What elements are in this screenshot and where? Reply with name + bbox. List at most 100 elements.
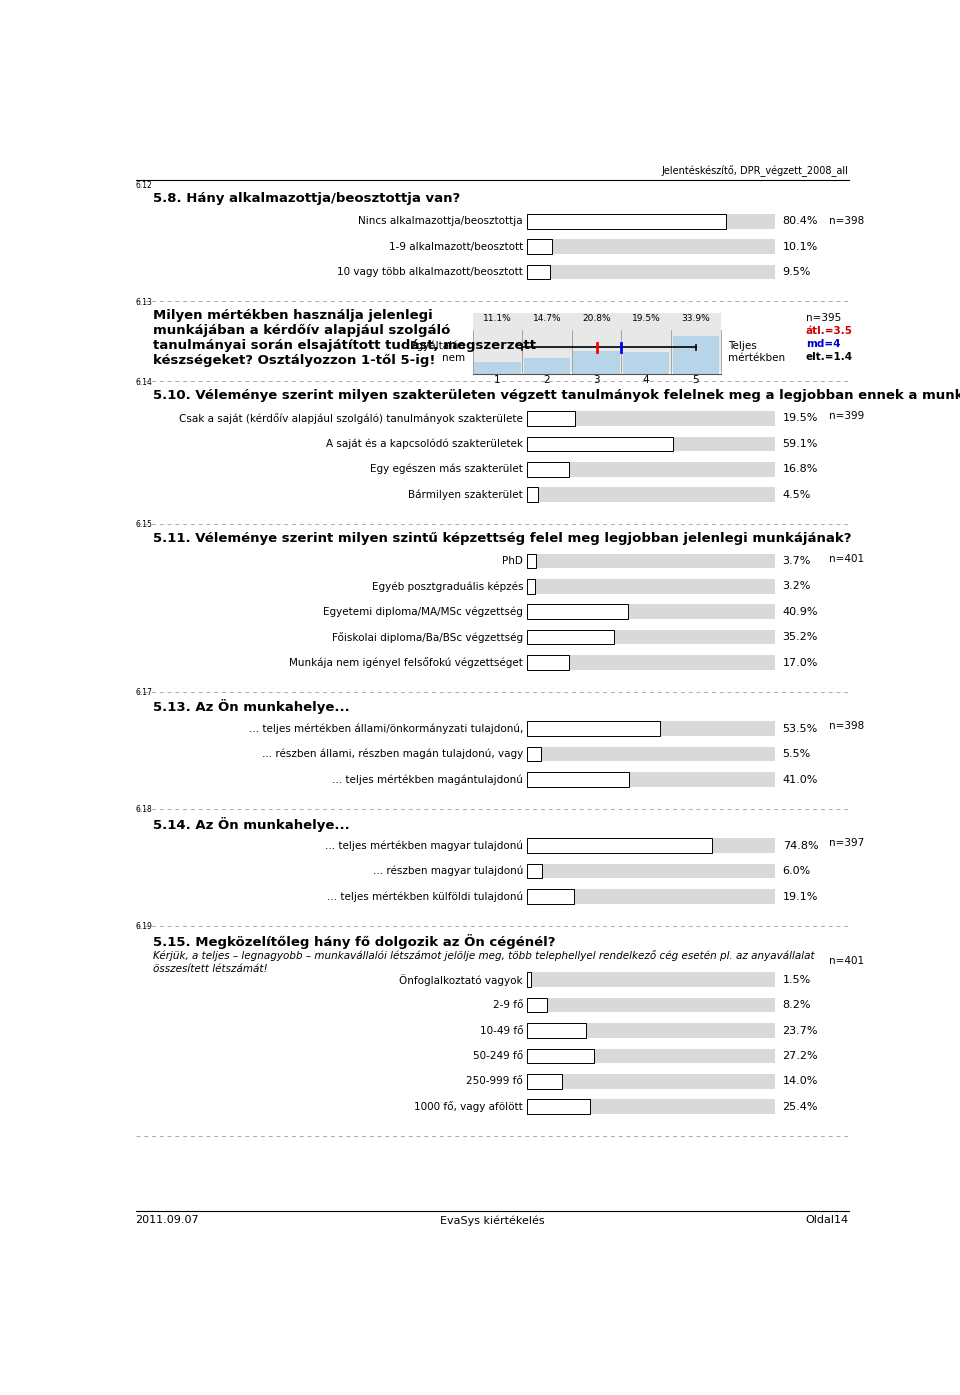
Text: 10-49 fő: 10-49 fő: [479, 1025, 523, 1035]
Text: 6.14: 6.14: [135, 378, 153, 386]
Text: 10.1%: 10.1%: [782, 241, 818, 251]
Text: 8.2%: 8.2%: [782, 1000, 811, 1010]
Text: n=398: n=398: [829, 721, 864, 731]
Text: 10 vagy több alkalmazott/beosztott: 10 vagy több alkalmazott/beosztott: [337, 266, 523, 278]
Text: ... teljes mértékben külföldi tulajdonú: ... teljes mértékben külföldi tulajdonú: [326, 891, 523, 901]
Bar: [527, 773, 775, 787]
Text: 40.9%: 40.9%: [782, 607, 818, 617]
Bar: [527, 1049, 594, 1063]
Text: 250-999 fő: 250-999 fő: [467, 1077, 523, 1087]
Text: készségeket? Osztályozzon 1-től 5-ig!: készségeket? Osztályozzon 1-től 5-ig!: [153, 354, 435, 367]
Text: 59.1%: 59.1%: [782, 439, 818, 449]
Bar: [527, 656, 775, 670]
Text: 74.8%: 74.8%: [782, 841, 818, 851]
Text: 5: 5: [692, 374, 699, 385]
Bar: [527, 487, 538, 502]
Text: 5.13. Az Ön munkahelye...: 5.13. Az Ön munkahelye...: [153, 699, 349, 714]
Text: Munkája nem igényel felsőfokú végzettséget: Munkája nem igényel felsőfokú végzettség…: [289, 657, 523, 668]
Text: A saját és a kapcsolódó szakterületek: A saját és a kapcsolódó szakterületek: [326, 438, 523, 449]
Text: 14.7%: 14.7%: [533, 314, 562, 324]
Bar: [527, 462, 775, 477]
Text: összesített létszámát!: összesített létszámát!: [153, 964, 267, 974]
Bar: [527, 213, 727, 229]
Bar: [527, 579, 775, 594]
Bar: [527, 462, 568, 477]
Text: 16.8%: 16.8%: [782, 465, 818, 474]
Bar: [527, 487, 775, 502]
Text: 6.17: 6.17: [135, 688, 153, 698]
Text: Milyen mértékben használja jelenlegi: Milyen mértékben használja jelenlegi: [153, 310, 432, 322]
Text: n=395: n=395: [805, 312, 841, 322]
Bar: [527, 1049, 775, 1063]
Text: Egyetemi diploma/MA/MSc végzettség: Egyetemi diploma/MA/MSc végzettség: [324, 607, 523, 617]
Text: 19.1%: 19.1%: [782, 891, 818, 901]
Text: 5.15. Megközelítőleg hány fő dolgozik az Ön cégénél?: 5.15. Megközelítőleg hány fő dolgozik az…: [153, 933, 555, 949]
Text: ... részben magyar tulajdonú: ... részben magyar tulajdonú: [372, 866, 523, 876]
Text: Bármilyen szakterület: Bármilyen szakterület: [408, 490, 523, 499]
Bar: [527, 746, 540, 762]
Text: 5.5%: 5.5%: [782, 749, 811, 759]
Text: Nincs alkalmazottja/beosztottja: Nincs alkalmazottja/beosztottja: [358, 216, 523, 226]
Bar: [573, 352, 620, 374]
Bar: [527, 554, 536, 568]
Text: Egyéb posztgraduális képzés: Egyéb posztgraduális képzés: [372, 582, 523, 591]
Text: Egy egészen más szakterület: Egy egészen más szakterület: [371, 465, 523, 474]
Text: 6.0%: 6.0%: [782, 866, 811, 876]
Text: 19.5%: 19.5%: [782, 413, 818, 424]
Bar: [527, 746, 775, 762]
Text: n=397: n=397: [829, 838, 864, 848]
Text: 9.5%: 9.5%: [782, 266, 811, 278]
Bar: [524, 357, 570, 374]
Text: 2-9 fő: 2-9 fő: [492, 1000, 523, 1010]
Text: 3.2%: 3.2%: [782, 582, 811, 591]
Bar: [527, 1074, 775, 1088]
Text: 3: 3: [593, 374, 600, 385]
Text: Jelentéskészítő, DPR_végzett_2008_all: Jelentéskészítő, DPR_végzett_2008_all: [661, 166, 849, 177]
Bar: [527, 656, 569, 670]
Bar: [527, 265, 550, 279]
Bar: [527, 838, 775, 854]
Text: Önfoglalkoztató vagyok: Önfoglalkoztató vagyok: [399, 974, 523, 986]
Text: ... teljes mértékben állami/önkormányzati tulajdonú,: ... teljes mértékben állami/önkormányzat…: [249, 724, 523, 734]
Text: 4: 4: [643, 374, 650, 385]
Bar: [527, 864, 541, 879]
Text: 6.19: 6.19: [135, 922, 153, 932]
Text: 20.8%: 20.8%: [583, 314, 611, 324]
Text: n=399: n=399: [829, 412, 864, 421]
Text: 5.14. Az Ön munkahelye...: 5.14. Az Ön munkahelye...: [153, 816, 349, 831]
Text: 2011.09.07: 2011.09.07: [135, 1215, 199, 1225]
Bar: [527, 889, 574, 904]
Text: elt.=1.4: elt.=1.4: [805, 352, 853, 363]
Text: Egyáltalán
nem: Egyáltalán nem: [410, 340, 465, 363]
Bar: [527, 629, 775, 644]
Text: 1-9 alkalmazott/beosztott: 1-9 alkalmazott/beosztott: [389, 241, 523, 251]
Bar: [527, 972, 775, 988]
Bar: [527, 213, 775, 229]
Text: n=401: n=401: [829, 956, 864, 965]
Bar: [527, 997, 775, 1013]
Text: 4.5%: 4.5%: [782, 490, 811, 499]
Text: 2: 2: [543, 374, 550, 385]
Text: 41.0%: 41.0%: [782, 774, 818, 784]
Bar: [527, 1074, 562, 1088]
Text: 80.4%: 80.4%: [782, 216, 818, 226]
Text: Teljes
mértékben: Teljes mértékben: [729, 340, 785, 363]
Text: 27.2%: 27.2%: [782, 1050, 818, 1062]
Text: 25.4%: 25.4%: [782, 1102, 818, 1112]
Bar: [527, 1024, 586, 1038]
Text: 5.11. Véleménye szerint milyen szintű képzettség felel meg legjobban jelenlegi m: 5.11. Véleménye szerint milyen szintű ké…: [153, 531, 852, 544]
Text: 53.5%: 53.5%: [782, 724, 818, 734]
Text: 6.15: 6.15: [135, 520, 153, 529]
Text: ... részben állami, részben magán tulajdonú, vagy: ... részben állami, részben magán tulajd…: [262, 749, 523, 759]
Text: ... teljes mértékben magyar tulajdonú: ... teljes mértékben magyar tulajdonú: [325, 841, 523, 851]
Bar: [527, 437, 674, 451]
Bar: [527, 554, 775, 568]
Bar: [527, 240, 552, 254]
Text: 14.0%: 14.0%: [782, 1077, 818, 1087]
Bar: [527, 629, 614, 644]
Text: ... teljes mértékben magántulajdonú: ... teljes mértékben magántulajdonú: [332, 774, 523, 785]
Text: md=4: md=4: [805, 339, 840, 349]
Text: Oldal14: Oldal14: [805, 1215, 849, 1225]
Text: 50-249 fő: 50-249 fő: [473, 1050, 523, 1062]
Bar: [623, 353, 669, 374]
